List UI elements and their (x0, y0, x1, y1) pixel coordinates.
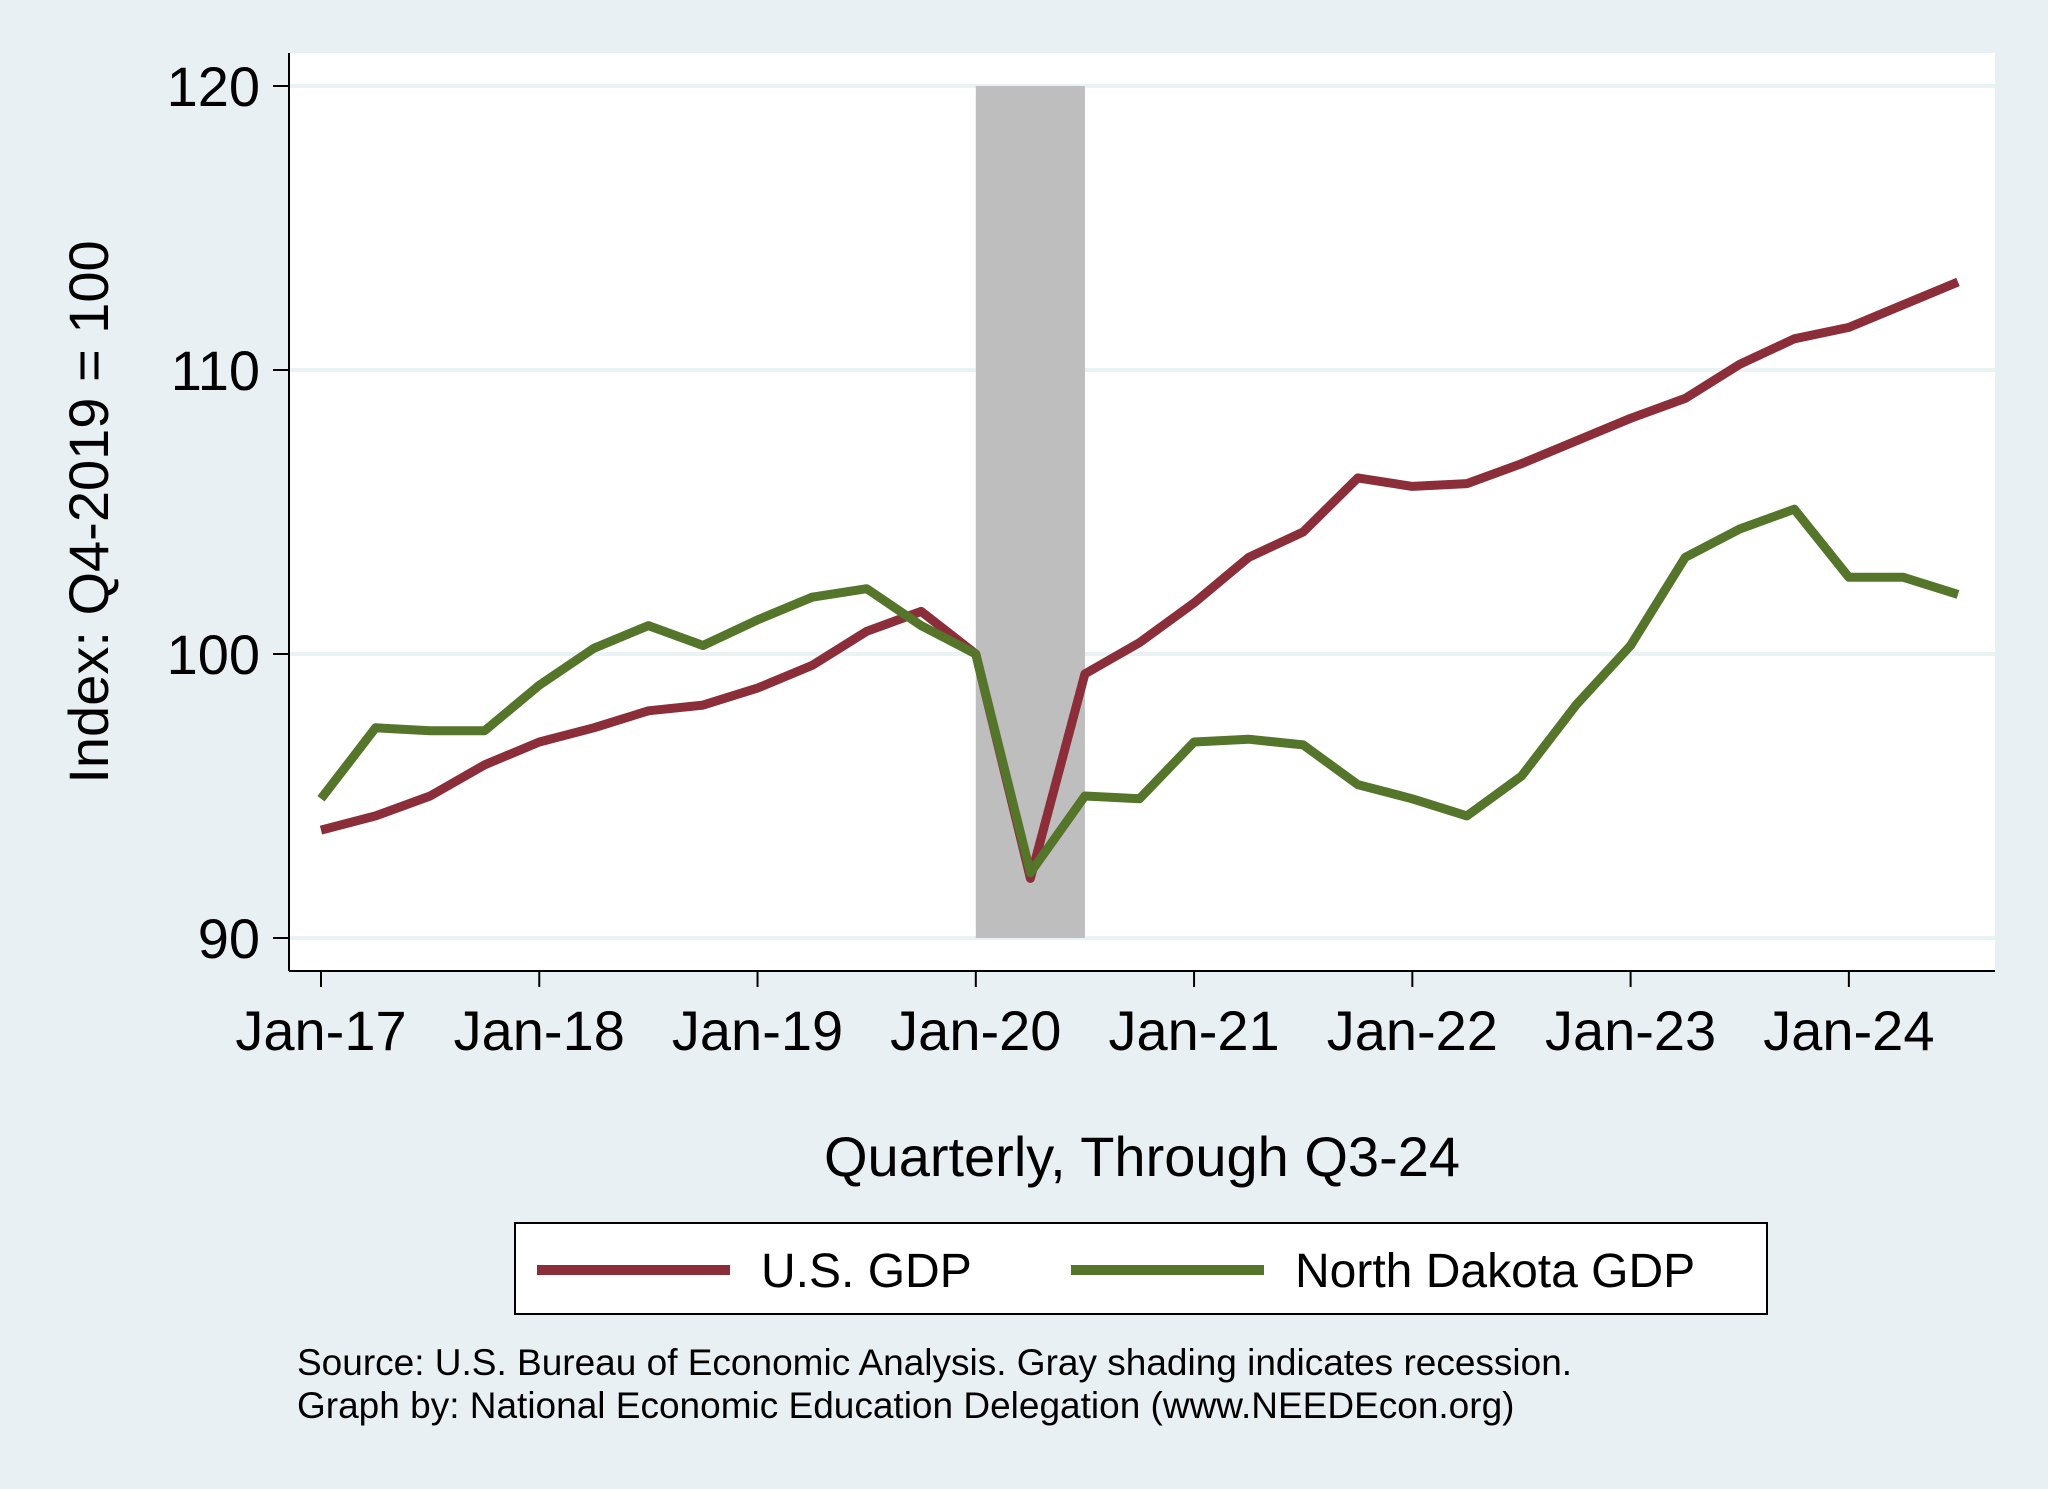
x-tick-label: Jan-17 (235, 999, 406, 1062)
y-tick-label: 90 (198, 907, 260, 970)
series-lines (317, 277, 1960, 883)
x-tick-label: Jan-24 (1763, 999, 1934, 1062)
y-tick-label: 110 (171, 339, 260, 402)
axes (288, 53, 1995, 972)
x-tick-label: Jan-22 (1327, 999, 1498, 1062)
x-tick-label: Jan-19 (672, 999, 843, 1062)
x-axis-title: Quarterly, Through Q3-24 (824, 1125, 1460, 1188)
y-ticks: 90 100 110 120 (167, 55, 289, 970)
series-line-1 (317, 504, 1960, 878)
y-axis-title: Index: Q4-2019 = 100 (57, 240, 120, 783)
legend: U.S. GDP North Dakota GDP (514, 1222, 1768, 1315)
x-ticks: Jan-17 Jan-18 Jan-19 Jan-20 Jan-21 Jan-22 Jan-… (235, 971, 1934, 1062)
series-line-0 (319, 277, 1960, 883)
y-tick-label: 100 (167, 623, 260, 686)
y-tick-label: 120 (167, 55, 260, 118)
legend-label-1: North Dakota GDP (1295, 1245, 1695, 1298)
x-tick-label: Jan-23 (1545, 999, 1716, 1062)
plot-area (289, 53, 1995, 971)
gridlines (289, 84, 1995, 940)
recession-shading (975, 86, 1085, 938)
credit-note: Graph by: National Economic Education De… (297, 1385, 1514, 1426)
x-tick-label: Jan-20 (890, 999, 1061, 1062)
x-tick-label: Jan-18 (454, 999, 625, 1062)
source-note: Source: U.S. Bureau of Economic Analysis… (297, 1342, 1572, 1383)
legend-label-0: U.S. GDP (761, 1245, 972, 1298)
x-tick-label: Jan-21 (1108, 999, 1279, 1062)
